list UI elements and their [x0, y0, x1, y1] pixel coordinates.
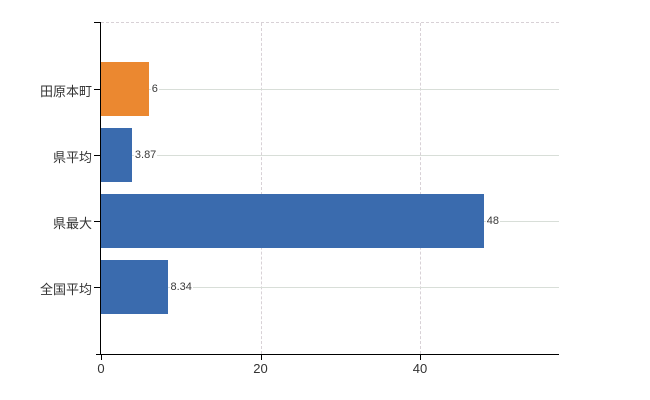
y-axis-line [100, 22, 101, 354]
bar-value-label: 8.34 [169, 280, 193, 294]
bar [101, 62, 149, 116]
x-tick-label: 40 [412, 361, 428, 376]
x-axis-tick [420, 355, 421, 360]
x-tick-label: 20 [253, 361, 268, 376]
bar-value-label: 48 [485, 214, 501, 228]
y-axis-end-tick [94, 22, 100, 23]
x-gridline [420, 23, 421, 354]
bar [101, 128, 132, 182]
x-axis-tick [101, 355, 102, 360]
y-axis-tick [94, 287, 100, 288]
category-label: 田原本町 [39, 84, 92, 99]
x-gridline [260, 23, 262, 354]
category-label: 県平均 [52, 150, 92, 165]
bar [101, 260, 168, 314]
x-axis-tick [260, 355, 262, 360]
x-tick-label: 0 [97, 361, 105, 376]
bar-value-label: 6 [150, 82, 159, 96]
y-gridline [101, 89, 559, 90]
plot-top-border [101, 22, 559, 23]
y-gridline [101, 287, 559, 288]
bar-value-label: 3.87 [133, 148, 158, 162]
bar [101, 194, 484, 248]
y-axis-tick [94, 89, 100, 90]
x-axis-line [96, 354, 559, 355]
y-gridline [101, 155, 559, 156]
y-axis-tick [94, 155, 100, 156]
category-label: 県最大 [52, 216, 92, 231]
y-axis-tick [94, 221, 100, 222]
category-label: 全国平均 [39, 282, 92, 297]
